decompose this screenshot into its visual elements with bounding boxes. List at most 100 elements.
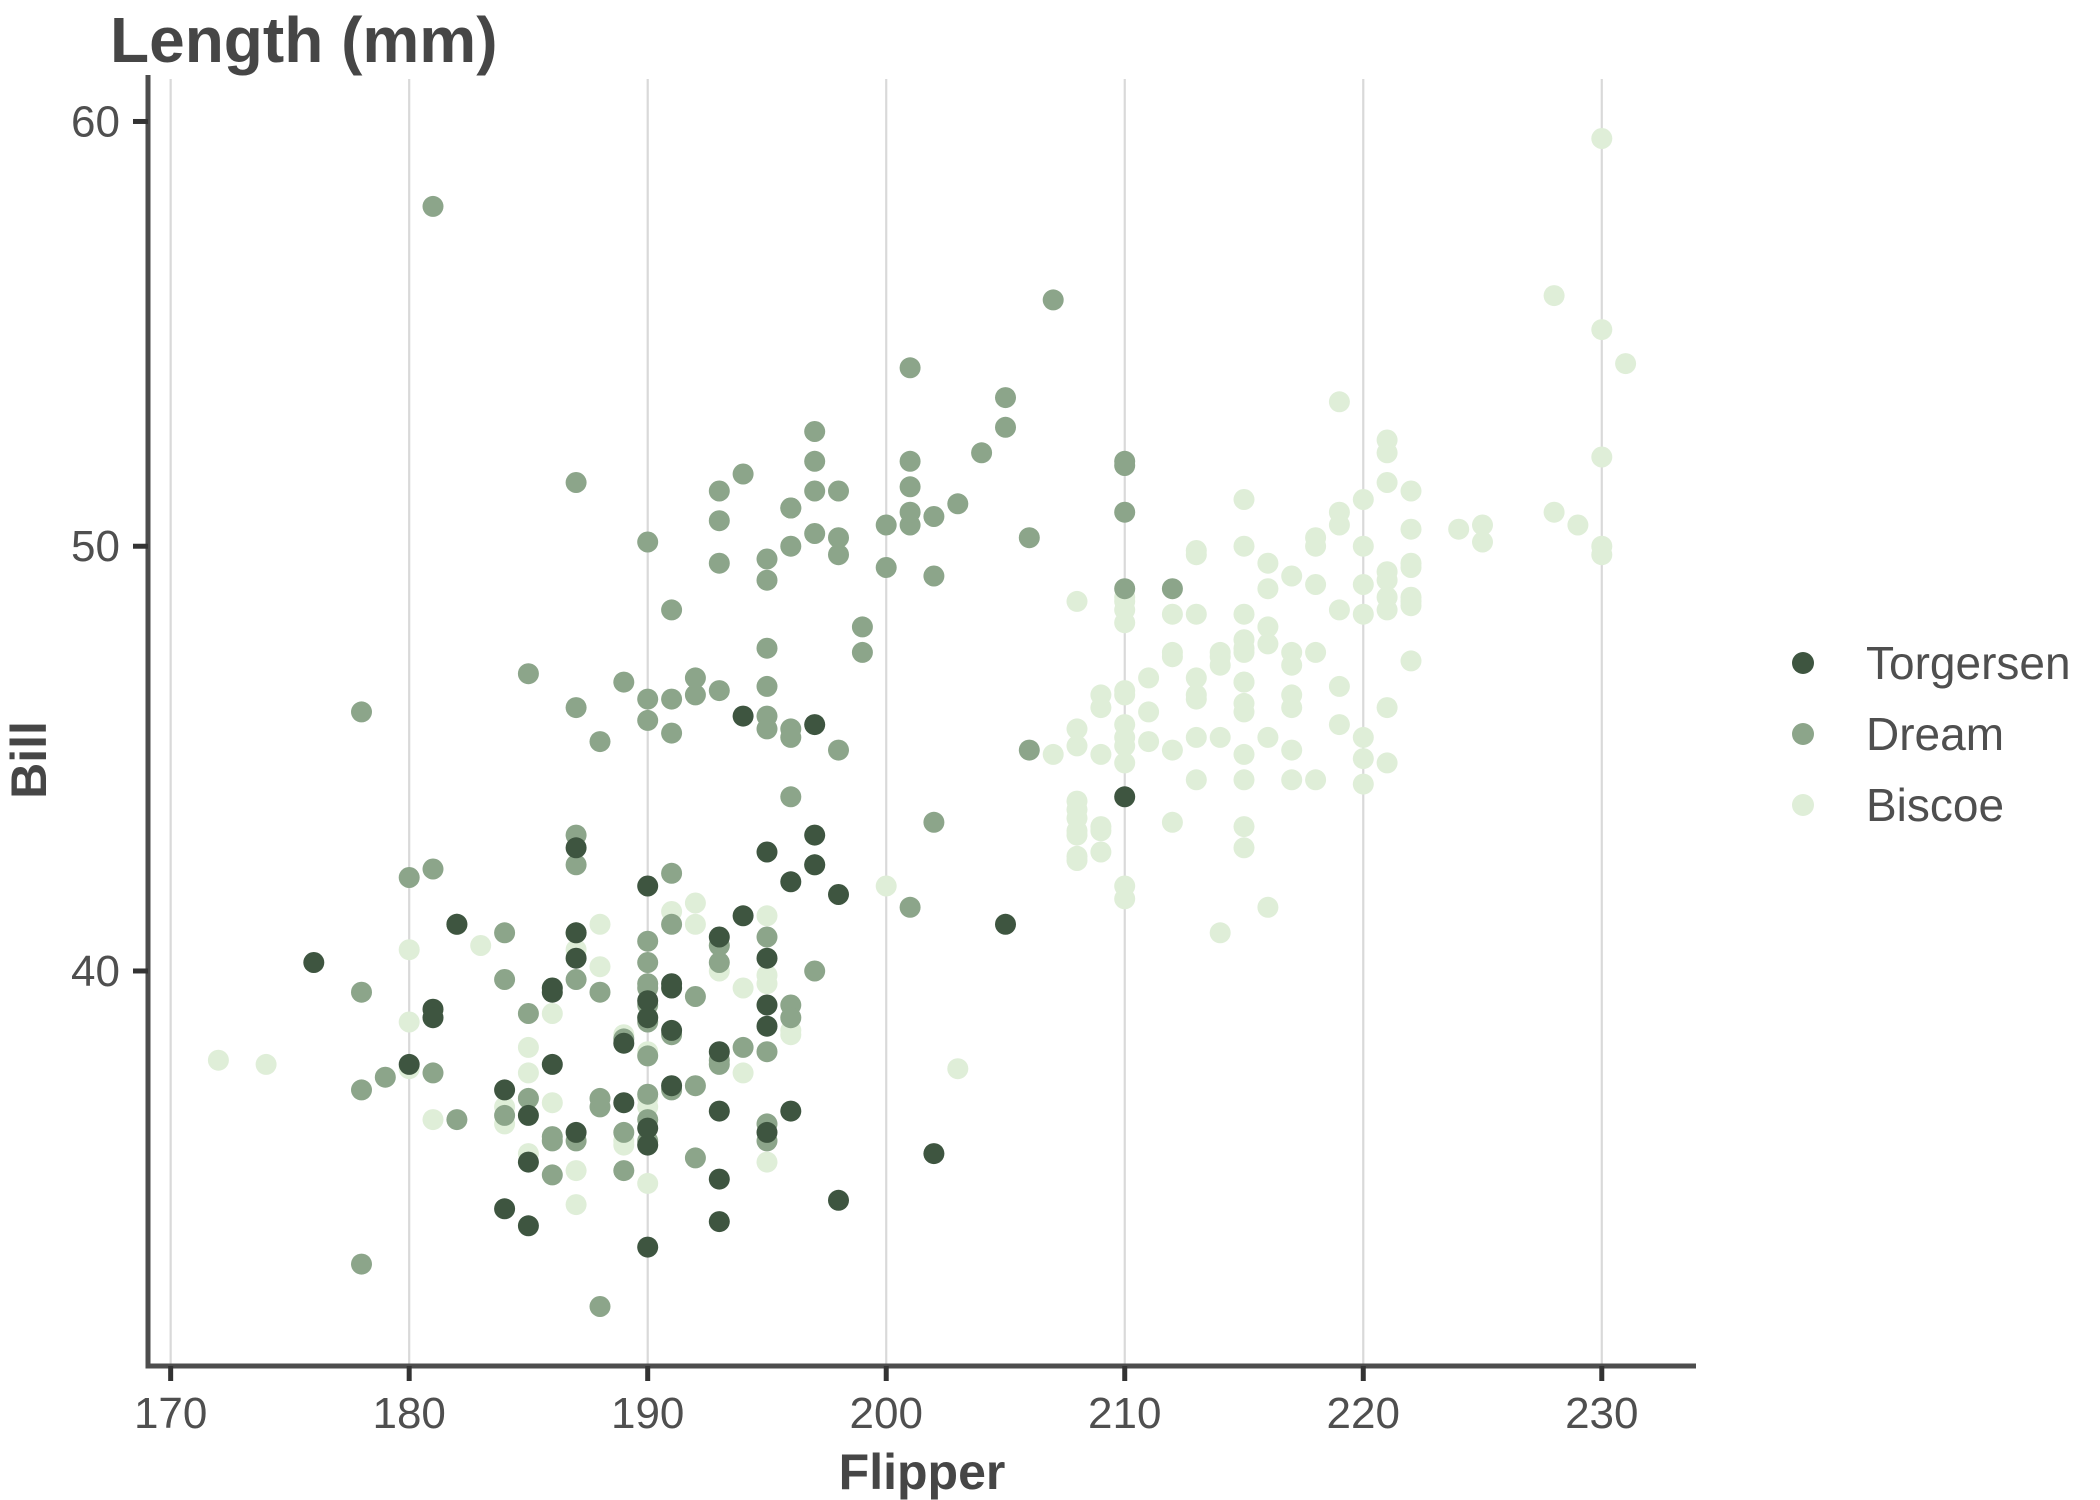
data-point (780, 535, 802, 557)
data-point (1138, 731, 1160, 753)
data-point (613, 1160, 635, 1182)
data-point (637, 875, 659, 897)
data-point (1114, 501, 1136, 523)
x-tick-label: 190 (611, 1389, 684, 1438)
data-point (804, 523, 826, 544)
data-point (708, 1041, 730, 1063)
plot-title: Length (mm) (110, 4, 498, 76)
data-point (1591, 446, 1613, 468)
data-point (804, 480, 826, 502)
y-tick-label: 40 (71, 947, 120, 996)
data-point (1233, 837, 1255, 859)
data-point (1400, 595, 1422, 617)
data-point (541, 1053, 563, 1075)
data-point (995, 416, 1016, 438)
y-axis-title: Bill (1, 721, 57, 799)
data-point (828, 739, 849, 761)
legend-label: Torgersen (1866, 637, 2071, 689)
data-point (995, 913, 1016, 935)
data-point (565, 969, 587, 990)
x-tick-label: 220 (1327, 1389, 1400, 1438)
data-point (565, 697, 587, 719)
data-point (804, 960, 826, 982)
data-point (1185, 603, 1207, 625)
data-point (1018, 527, 1040, 549)
data-point (613, 1092, 635, 1114)
data-point (899, 357, 921, 379)
data-point (923, 1143, 945, 1165)
data-point (780, 871, 802, 893)
data-point (804, 714, 826, 736)
data-point (1448, 518, 1470, 540)
data-point (637, 1134, 659, 1156)
data-point (684, 667, 706, 689)
data-point (1042, 289, 1064, 311)
data-point (661, 599, 683, 621)
data-point (1066, 718, 1088, 740)
data-point (708, 552, 730, 574)
data-point (1185, 667, 1207, 689)
data-point (899, 501, 921, 523)
data-point (1328, 714, 1350, 736)
data-point (899, 450, 921, 472)
legend-entry-dream: Dream (1792, 708, 2004, 760)
data-point (947, 493, 969, 515)
data-point (589, 1296, 611, 1317)
data-point (1567, 514, 1589, 536)
data-point (589, 956, 611, 978)
data-point (1400, 518, 1422, 540)
data-point (1472, 531, 1493, 553)
data-point (446, 1109, 468, 1131)
legend-swatch (1792, 723, 1814, 745)
data-point (1257, 552, 1279, 574)
data-point (756, 964, 778, 986)
data-point (1066, 590, 1088, 612)
data-point (1233, 489, 1255, 510)
data-point (517, 1104, 539, 1126)
data-point (756, 1015, 778, 1037)
data-point (828, 884, 849, 905)
data-point (732, 705, 754, 727)
data-point (732, 905, 754, 927)
data-points (207, 128, 1637, 1317)
legend-label: Biscoe (1866, 779, 2004, 831)
data-point (422, 1007, 444, 1029)
data-point (708, 1100, 730, 1122)
data-point (303, 952, 325, 973)
data-point (637, 531, 659, 553)
data-point (1185, 726, 1207, 748)
data-point (1352, 603, 1374, 625)
data-point (1042, 743, 1064, 765)
data-point (708, 480, 730, 502)
data-point (1591, 544, 1613, 566)
data-point (780, 1024, 802, 1046)
data-point (1591, 319, 1613, 341)
data-point (1281, 697, 1303, 719)
x-tick-label: 200 (850, 1389, 923, 1438)
data-point (1066, 820, 1088, 842)
data-point (804, 450, 826, 472)
data-point (517, 1003, 539, 1024)
data-point (207, 1049, 229, 1071)
data-point (1591, 128, 1613, 149)
data-point (565, 1194, 587, 1216)
data-point (1400, 650, 1422, 672)
y-tick-label: 50 (71, 522, 120, 571)
data-point (828, 1189, 849, 1211)
data-point (732, 463, 754, 485)
data-point (1281, 565, 1303, 587)
data-point (947, 1058, 969, 1080)
data-point (541, 1126, 563, 1148)
data-point (637, 709, 659, 731)
data-point (1376, 442, 1398, 464)
data-point (1543, 285, 1565, 307)
data-point (1114, 726, 1136, 748)
data-point (351, 1253, 372, 1275)
data-point (804, 854, 826, 876)
data-point (398, 1011, 420, 1033)
data-point (684, 913, 706, 935)
data-point (732, 977, 754, 999)
data-point (374, 1066, 396, 1088)
data-point (517, 1087, 539, 1109)
